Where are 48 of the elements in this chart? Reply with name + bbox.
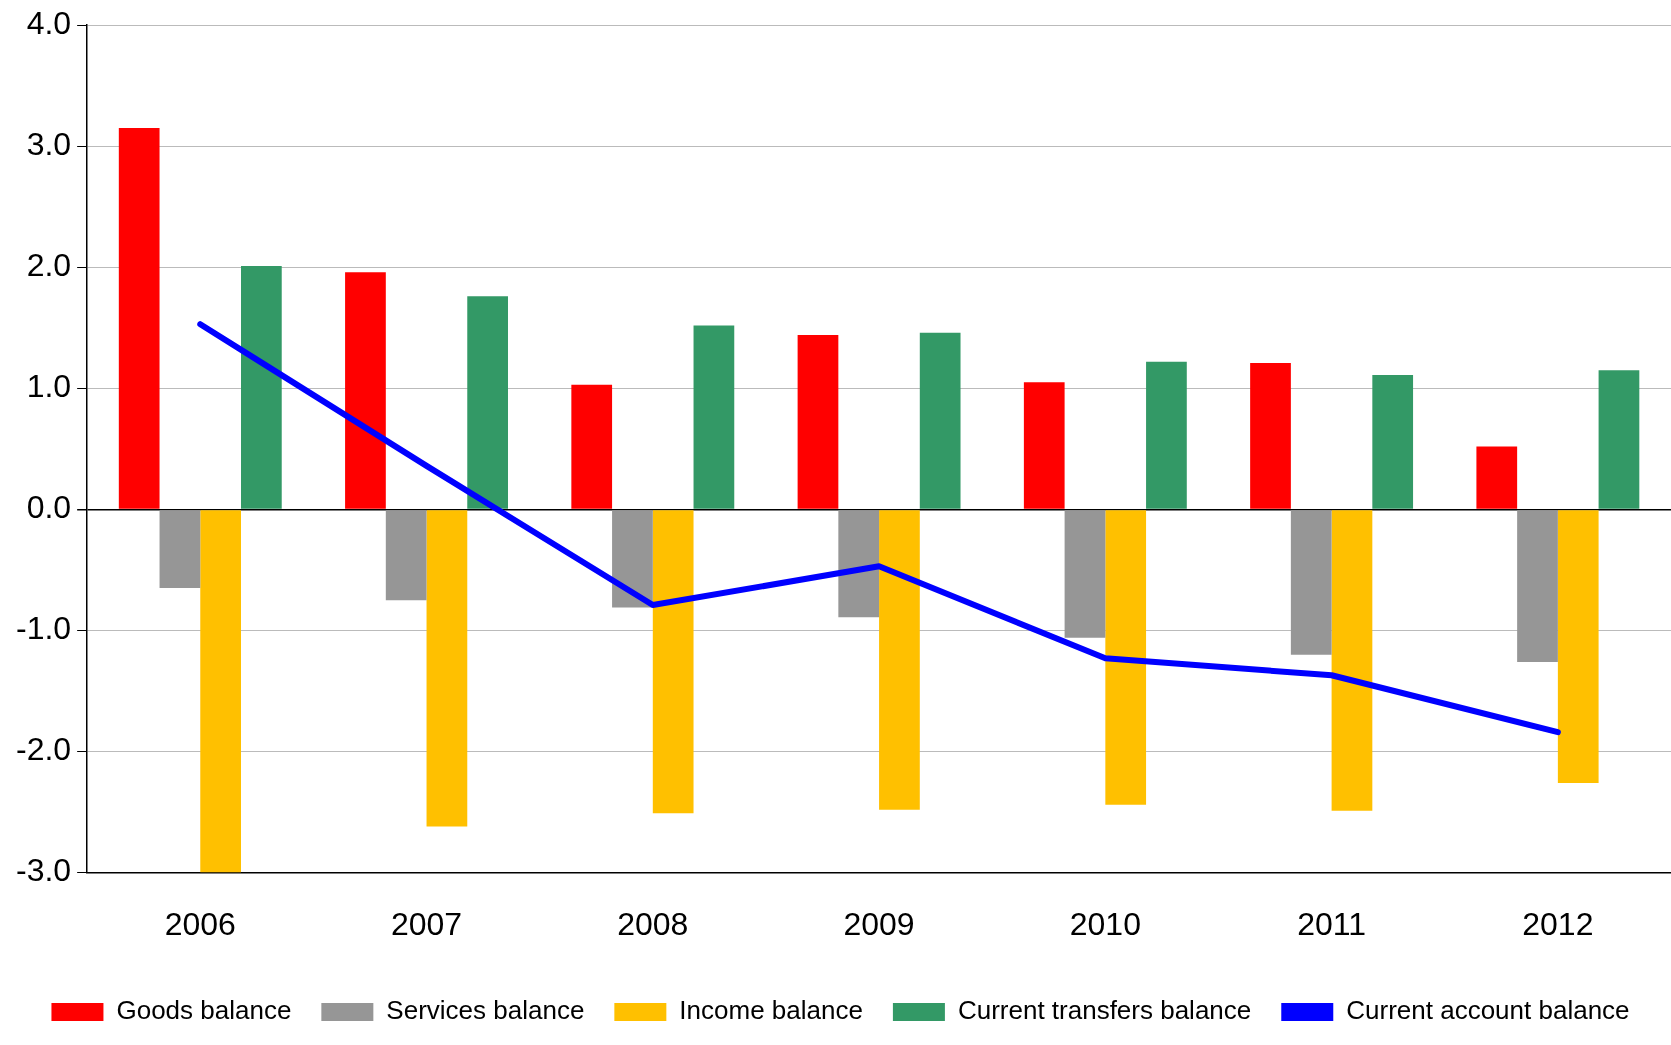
bar bbox=[1023, 382, 1065, 509]
bar bbox=[652, 510, 694, 814]
bar bbox=[1476, 446, 1518, 509]
bar bbox=[693, 325, 735, 509]
bar bbox=[1372, 375, 1414, 509]
bar bbox=[1064, 510, 1106, 638]
legend-label: Goods balance bbox=[116, 995, 292, 1026]
bar bbox=[571, 384, 613, 509]
bar bbox=[467, 296, 508, 509]
bar bbox=[200, 510, 241, 873]
x-tick-label: 2008 bbox=[617, 905, 689, 942]
y-tick-label: -2.0 bbox=[16, 731, 72, 768]
y-tick-label: 1.0 bbox=[26, 368, 72, 405]
bar bbox=[118, 128, 160, 509]
y-tick-label: 0.0 bbox=[26, 489, 72, 526]
bar bbox=[1517, 510, 1558, 662]
bar bbox=[1105, 510, 1147, 805]
x-tick-label: 2006 bbox=[164, 905, 236, 942]
y-tick-label: 4.0 bbox=[26, 5, 72, 42]
y-tick-label: 2.0 bbox=[26, 247, 72, 284]
bar bbox=[385, 510, 427, 601]
legend-label: Current account balance bbox=[1346, 995, 1630, 1026]
bar bbox=[612, 510, 653, 608]
x-tick-label: 2009 bbox=[843, 905, 915, 942]
legend-label: Services balance bbox=[386, 995, 585, 1026]
x-tick-label: 2012 bbox=[1522, 905, 1594, 942]
bar bbox=[838, 510, 880, 618]
x-tick-label: 2007 bbox=[390, 905, 463, 942]
bar bbox=[426, 510, 468, 827]
bar bbox=[1290, 510, 1332, 655]
bar bbox=[1331, 510, 1373, 811]
bar bbox=[1557, 510, 1599, 784]
x-tick-label: 2010 bbox=[1069, 905, 1141, 942]
legend-label: Income balance bbox=[679, 995, 863, 1026]
y-tick-label: 3.0 bbox=[26, 126, 72, 163]
bar bbox=[879, 510, 920, 810]
bar bbox=[345, 272, 386, 509]
bar bbox=[159, 510, 201, 589]
bar bbox=[1598, 370, 1640, 509]
bar bbox=[241, 266, 282, 509]
x-tick-label: 2011 bbox=[1297, 905, 1367, 942]
bar bbox=[797, 335, 839, 509]
y-tick-label: -3.0 bbox=[16, 852, 72, 889]
bar bbox=[1250, 362, 1291, 509]
bar bbox=[1146, 361, 1187, 509]
bar bbox=[919, 332, 961, 509]
legend-label: Current transfers balance bbox=[957, 995, 1252, 1026]
y-tick-label: -1.0 bbox=[16, 610, 72, 647]
